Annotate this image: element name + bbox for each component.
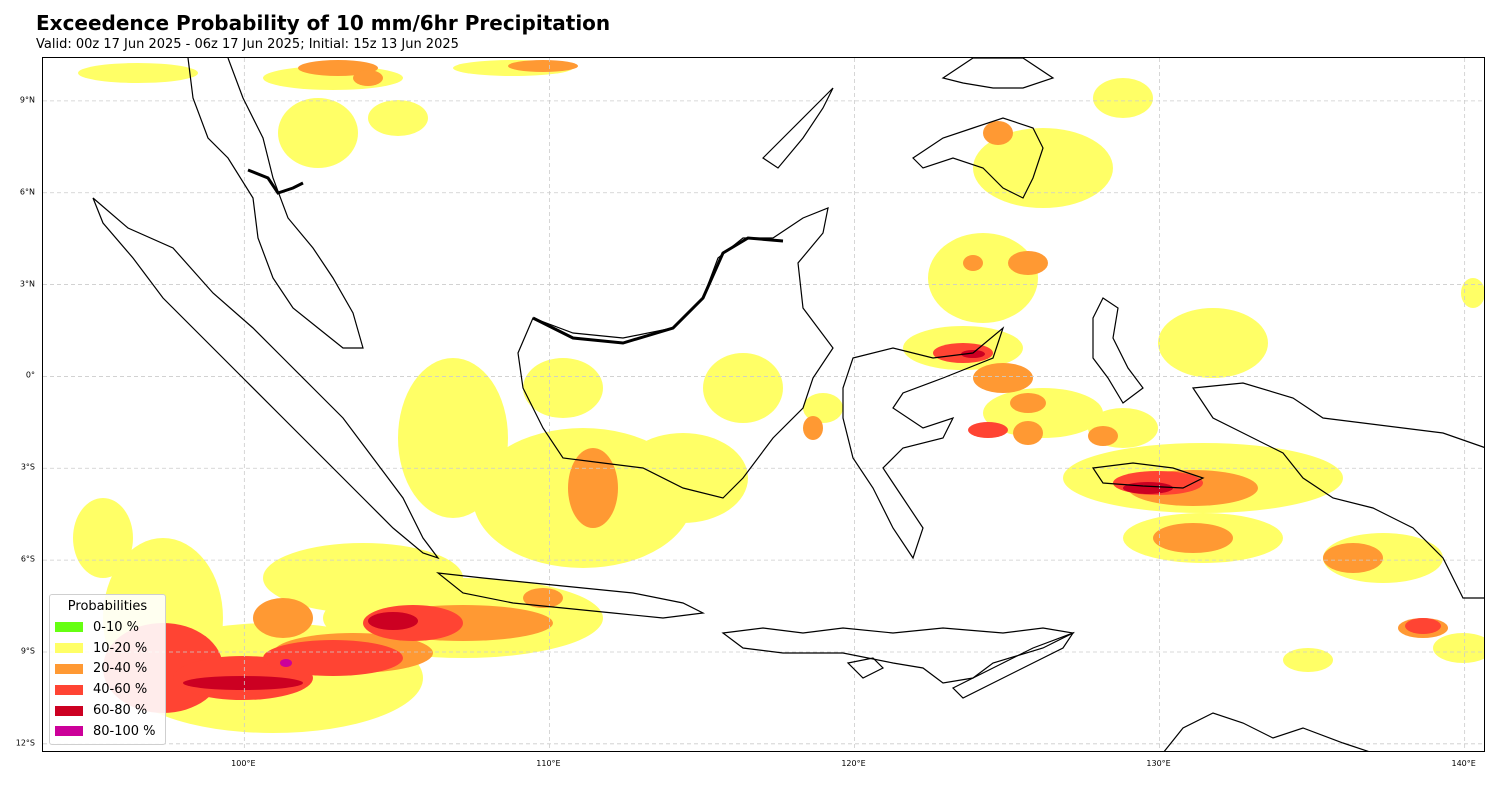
legend-item: 80-100 % xyxy=(50,721,165,742)
legend-label: 10-20 % xyxy=(93,640,148,656)
seram-outline xyxy=(1091,462,1205,489)
legend-swatch xyxy=(55,643,83,654)
legend-item: 0-10 % xyxy=(50,617,165,638)
legend-item: 20-40 % xyxy=(50,659,165,680)
legend-label: 40-60 % xyxy=(93,682,148,698)
longitude-tick-label: 120°E xyxy=(841,759,866,768)
malaysia-thailand-border xyxy=(247,168,304,195)
latitude-tick-label: 9°N xyxy=(19,95,35,105)
java-outline xyxy=(436,572,706,619)
lesser-sunda-outline xyxy=(721,627,1075,684)
legend-swatch xyxy=(55,663,83,674)
map-panel xyxy=(42,57,1485,752)
legend-swatch xyxy=(55,684,83,695)
latitude-tick-label: 9°S xyxy=(20,646,35,656)
borneo-border xyxy=(532,236,784,345)
legend-label: 60-80 % xyxy=(93,703,148,719)
latitude-tick-label: 3°N xyxy=(19,279,35,289)
latitude-tick-label: 6°S xyxy=(20,554,35,564)
sumatra-outline xyxy=(92,197,440,560)
map-subtitle: Valid: 00z 17 Jun 2025 - 06z 17 Jun 2025… xyxy=(36,37,459,52)
latitude-tick-label: 3°S xyxy=(20,462,35,472)
probability-80-100-areas xyxy=(280,659,292,667)
latitude-tick-label: 12°S xyxy=(15,738,35,748)
halmahera-outline xyxy=(1092,297,1144,404)
legend-label: 0-10 % xyxy=(93,619,139,635)
sumba-outline xyxy=(846,657,885,679)
map-title: Exceedence Probability of 10 mm/6hr Prec… xyxy=(36,11,611,35)
malay-peninsula-outline xyxy=(187,58,364,349)
mindanao-outline xyxy=(912,117,1044,199)
legend-swatch xyxy=(55,622,83,633)
sulawesi-outline xyxy=(842,326,1005,560)
palawan-outline xyxy=(762,87,834,169)
timor-outline xyxy=(951,631,1075,699)
australia-outline xyxy=(1163,712,1369,751)
longitude-tick-label: 130°E xyxy=(1146,759,1171,768)
new-guinea-outline xyxy=(1191,382,1484,599)
longitude-tick-label: 100°E xyxy=(231,759,256,768)
legend-title: Probabilities xyxy=(67,599,148,614)
legend-swatch xyxy=(55,705,83,716)
legend-swatch xyxy=(55,726,83,737)
legend-item: 40-60 % xyxy=(50,679,165,700)
philippines-outline xyxy=(941,58,1055,89)
map-canvas xyxy=(43,58,1484,751)
legend-label: 20-40 % xyxy=(93,661,148,677)
legend-item: 60-80 % xyxy=(50,700,165,721)
legend-label: 80-100 % xyxy=(93,723,156,739)
legend-item: 10-20 % xyxy=(50,638,165,659)
precipitation-layer xyxy=(73,60,1484,733)
latitude-tick-label: 6°N xyxy=(19,187,35,197)
longitude-tick-label: 110°E xyxy=(536,759,561,768)
political-borders xyxy=(247,168,784,345)
longitude-tick-label: 140°E xyxy=(1451,759,1476,768)
legend: Probabilities 0-10 % 10-20 % 20-40 % 40-… xyxy=(49,594,166,745)
latitude-tick-label: 0° xyxy=(25,370,35,380)
